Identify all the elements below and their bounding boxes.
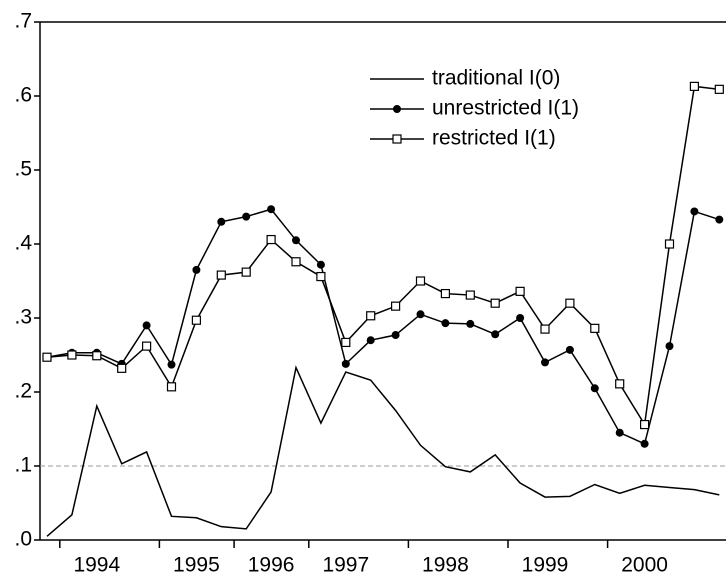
data-point [291, 257, 301, 267]
y-tick-label: .5 [14, 158, 32, 181]
x-tick-label: 1999 [522, 554, 569, 577]
data-point [391, 301, 401, 311]
data-point [341, 359, 350, 368]
data-point [715, 215, 724, 224]
data-point [640, 439, 649, 448]
x-tick-label: 2000 [621, 554, 668, 577]
y-tick-label: .2 [14, 380, 32, 403]
data-point [142, 321, 151, 330]
data-point [516, 314, 525, 322]
data-point [167, 360, 176, 369]
data-point [42, 352, 52, 362]
data-point [615, 428, 624, 437]
data-point [316, 260, 325, 269]
y-tick-label: .4 [14, 232, 32, 255]
data-point [292, 236, 300, 245]
data-point [491, 330, 500, 339]
data-point [316, 271, 326, 282]
data-point [142, 341, 152, 351]
data-point [191, 315, 201, 325]
x-tick-label: 1997 [322, 554, 369, 577]
legend-label: restricted I(1) [432, 127, 556, 150]
data-point [690, 207, 699, 216]
x-tick-label: 1996 [248, 554, 295, 577]
data-point [565, 298, 575, 308]
x-tick-label: 1994 [73, 554, 120, 577]
data-point [515, 286, 525, 296]
y-tick-label: .3 [14, 306, 32, 329]
data-point [166, 382, 177, 392]
series-line [46, 85, 720, 427]
data-point [465, 290, 475, 300]
legend-marker [393, 105, 401, 113]
data-point [541, 358, 549, 367]
data-point [241, 267, 251, 277]
data-point [615, 379, 625, 389]
data-point [217, 217, 226, 226]
data-point [391, 331, 400, 340]
data-point [366, 311, 376, 321]
data-point [192, 265, 201, 274]
data-point [67, 350, 77, 360]
x-tick-label: 1995 [173, 554, 220, 577]
data-point [590, 323, 600, 333]
data-point [639, 419, 650, 430]
data-point [366, 336, 375, 345]
data-point [266, 234, 276, 245]
y-tick-label: .7 [14, 10, 32, 33]
legend-label: unrestricted I(1) [432, 97, 579, 120]
data-point [117, 363, 127, 373]
y-tick-label: .0 [14, 528, 32, 551]
data-point [466, 319, 475, 328]
data-point [590, 384, 599, 393]
data-point [242, 212, 251, 221]
data-point [267, 205, 276, 214]
series-line [46, 365, 720, 537]
data-point [415, 276, 426, 286]
data-point [490, 298, 500, 308]
x-tick-label: 1998 [422, 554, 469, 577]
y-tick-label: .6 [14, 84, 32, 107]
data-point [341, 337, 351, 348]
data-point [714, 84, 724, 94]
data-point [440, 288, 450, 299]
data-point [216, 270, 226, 280]
data-point [689, 81, 700, 91]
legend-marker [392, 134, 402, 144]
data-point [416, 310, 425, 319]
data-point [565, 345, 574, 354]
data-point [540, 324, 550, 334]
data-point [92, 351, 102, 361]
data-point [441, 319, 450, 328]
series-line [46, 208, 720, 445]
y-tick-label: .1 [14, 454, 32, 477]
legend-label: traditional I(0) [432, 67, 560, 90]
data-point [665, 342, 674, 351]
data-point [664, 239, 675, 249]
